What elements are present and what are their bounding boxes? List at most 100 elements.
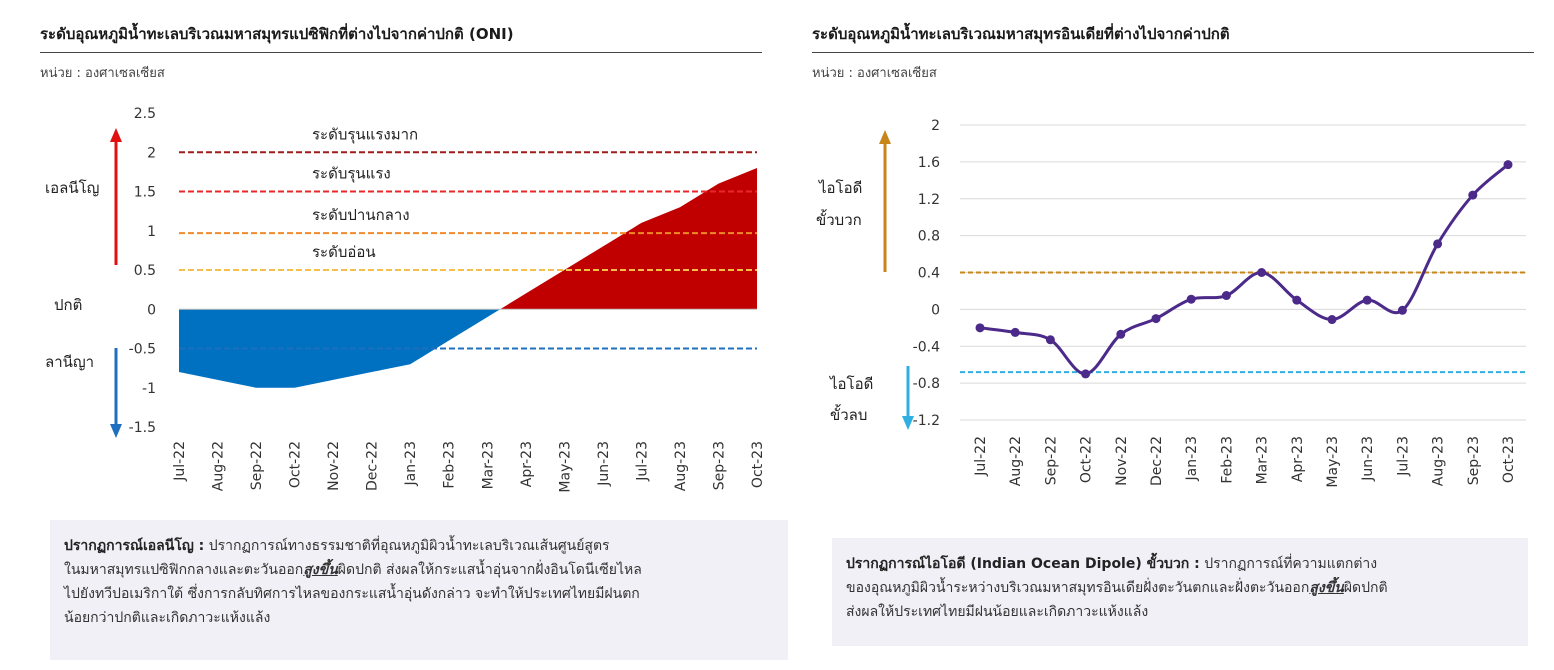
iod-data-point bbox=[975, 323, 985, 333]
iod-x-tick-label: Nov-22 bbox=[1114, 436, 1130, 486]
iod-unit: หน่วย : องศาเซลเซียส bbox=[812, 66, 937, 81]
iod-x-tick-label: Dec-22 bbox=[1149, 436, 1165, 486]
iod-data-point bbox=[1045, 335, 1055, 345]
oni-x-tick-label: Jul-23 bbox=[634, 441, 650, 482]
oni-y-tick-label: -0.5 bbox=[129, 342, 156, 358]
oni-positive-area bbox=[500, 167, 757, 310]
iod-box-heading: ปรากฏการณ์ไอโอดี (Indian Ocean Dipole) ข… bbox=[846, 556, 1200, 572]
iod-data-point bbox=[1257, 268, 1267, 277]
iod-x-tick-label: Jun-23 bbox=[1360, 436, 1376, 482]
oni-x-tick-label: Nov-22 bbox=[326, 441, 342, 491]
iod-y-tick-label: 2 bbox=[931, 118, 940, 134]
iod-y-tick-label: 1.6 bbox=[918, 155, 940, 171]
oni-x-tick-label: Jul-22 bbox=[172, 441, 188, 482]
iod-x-tick-label: Aug-23 bbox=[1431, 436, 1447, 486]
iod-x-tick-label: Sep-22 bbox=[1043, 436, 1059, 485]
iod-x-tick-label: Jul-23 bbox=[1395, 436, 1411, 477]
oni-x-tick-label: Aug-23 bbox=[673, 441, 689, 491]
el-nino-box-line4: น้อยกว่าปกติและเกิดภาวะแห้งแล้ง bbox=[64, 610, 271, 626]
el-nino-box-highlight: สูงขึ้น bbox=[303, 562, 338, 578]
el-nino-box-line1: ปรากฏการณ์ทางธรรมชาติที่อุณหภูมิผิวน้ำทะ… bbox=[204, 538, 610, 554]
oni-up-arrow-head bbox=[110, 128, 122, 142]
iod-y-tick-label: 0.4 bbox=[918, 266, 940, 282]
oni-y-tick-label: 2.5 bbox=[134, 106, 156, 122]
iod-y-tick-label: -0.8 bbox=[913, 376, 940, 392]
iod-title-rule bbox=[812, 52, 1534, 53]
oni-x-tick-label: Dec-22 bbox=[365, 441, 381, 491]
iod-x-tick-label: Aug-22 bbox=[1008, 436, 1024, 486]
iod-x-tick-label: Jan-23 bbox=[1184, 436, 1200, 481]
oni-x-tick-label: Jun-23 bbox=[596, 441, 612, 487]
iod-up-arrow-head bbox=[879, 130, 891, 144]
iod-data-point bbox=[1292, 295, 1302, 305]
oni-negative-area bbox=[179, 309, 501, 388]
el-nino-info-box: ปรากฏการณ์เอลนีโญ : ปรากฏการณ์ทางธรรมชาต… bbox=[50, 520, 788, 660]
oni-level-label: ระดับรุนแรงมาก bbox=[312, 125, 418, 144]
iod-positive-label-line1: ไอโอดี bbox=[818, 179, 862, 197]
oni-level-label: ระดับปานกลาง bbox=[312, 206, 410, 224]
el-nino-box-line2-post: ผิดปกติ ส่งผลให้กระแสน้ำอุ่นจากฝั่งอินโด… bbox=[337, 562, 642, 578]
iod-data-point bbox=[1010, 327, 1020, 337]
iod-data-point bbox=[1116, 329, 1126, 339]
oni-la-nina-label: ลานีญา bbox=[45, 353, 94, 371]
el-nino-box-line2-pre: ในมหาสมุทรแปซิฟิกกลางและตะวันออก bbox=[64, 562, 304, 578]
iod-y-tick-label: -0.4 bbox=[913, 339, 940, 355]
iod-negative-label-line1: ไอโอดี bbox=[829, 375, 873, 393]
oni-y-tick-label: 0 bbox=[147, 302, 156, 318]
oni-x-tick-label: Jan-23 bbox=[403, 441, 419, 486]
oni-title-rule bbox=[40, 52, 762, 53]
oni-x-tick-label: Sep-23 bbox=[711, 441, 727, 490]
iod-data-point bbox=[1186, 294, 1196, 304]
oni-y-tick-label: 2 bbox=[147, 145, 156, 161]
iod-x-tick-label: Mar-23 bbox=[1255, 436, 1271, 484]
oni-x-tick-label: Oct-22 bbox=[288, 441, 304, 488]
iod-chart: 2 1.6 1.2 0.8 0.4 0 -0.4 -0.8 -1.2 Jul-22 Aug-22 Se… bbox=[816, 118, 1526, 488]
iod-series-line bbox=[979, 163, 1509, 376]
oni-y-tick-label: 1 bbox=[147, 224, 156, 240]
el-nino-box-heading: ปรากฏการณ์เอลนีโญ : bbox=[64, 538, 205, 554]
oni-title: ระดับอุณหภูมิน้ำทะเลบริเวณมหาสมุทรแปซิฟิ… bbox=[40, 25, 514, 43]
oni-y-tick-label: 0.5 bbox=[134, 263, 156, 279]
iod-box-line2-post: ผิดปกติ bbox=[1343, 580, 1388, 596]
iod-negative-label-line2: ขั้วลบ bbox=[830, 404, 867, 424]
iod-data-point bbox=[1503, 160, 1513, 170]
iod-box-highlight: สูงขึ้น bbox=[1309, 580, 1344, 596]
iod-x-tick-label: Feb-23 bbox=[1219, 436, 1235, 484]
iod-x-tick-label: Jul-22 bbox=[973, 436, 989, 477]
iod-data-point bbox=[1433, 239, 1443, 249]
oni-x-tick-label: Mar-23 bbox=[480, 441, 496, 489]
oni-x-tick-label: Aug-22 bbox=[211, 441, 227, 491]
oni-normal-label: ปกติ bbox=[54, 296, 82, 314]
iod-y-tick-label: -1.2 bbox=[913, 413, 940, 429]
oni-x-tick-label: Apr-23 bbox=[519, 441, 535, 487]
oni-x-tick-label: May-23 bbox=[557, 441, 573, 493]
oni-unit: หน่วย : องศาเซลเซียส bbox=[40, 66, 165, 81]
oni-y-tick-label: -1 bbox=[142, 381, 156, 397]
oni-down-arrow-head bbox=[110, 424, 122, 438]
iod-data-point bbox=[1327, 315, 1337, 325]
iod-x-tick-label: Apr-23 bbox=[1290, 436, 1306, 482]
iod-info-box: ปรากฏการณ์ไอโอดี (Indian Ocean Dipole) ข… bbox=[832, 538, 1528, 646]
iod-x-tick-label: Oct-22 bbox=[1079, 436, 1095, 483]
iod-positive-label-line2: ขั้วบวก bbox=[816, 209, 862, 229]
iod-y-tick-label: 1.2 bbox=[918, 192, 940, 208]
iod-x-tick-label: Sep-23 bbox=[1466, 436, 1482, 485]
iod-panel: ระดับอุณหภูมิน้ำทะเลบริเวณมหาสมุทรอินเดี… bbox=[812, 0, 1534, 670]
iod-y-tick-label: 0.8 bbox=[918, 229, 940, 245]
iod-data-point bbox=[1221, 291, 1231, 301]
oni-level-label: ระดับรุนแรง bbox=[312, 165, 391, 184]
iod-data-point bbox=[1081, 369, 1091, 379]
el-nino-box-line3: ไปยังทวีปอเมริกาใต้ ซึ่งการกลับทิศการไหล… bbox=[64, 586, 640, 602]
iod-box-line2-pre: ของอุณหภูมิผิวน้ำระหว่างบริเวณมหาสมุทรอิ… bbox=[846, 580, 1310, 596]
iod-data-point bbox=[1397, 305, 1407, 315]
iod-data-point bbox=[1362, 295, 1372, 305]
oni-y-tick-label: -1.5 bbox=[129, 420, 156, 436]
iod-title: ระดับอุณหภูมิน้ำทะเลบริเวณมหาสมุทรอินเดี… bbox=[812, 25, 1230, 43]
oni-x-tick-label: Oct-23 bbox=[750, 441, 766, 488]
iod-y-tick-label: 0 bbox=[931, 302, 940, 318]
oni-x-tick-label: Feb-23 bbox=[442, 441, 458, 489]
iod-data-point bbox=[1151, 314, 1161, 324]
iod-down-arrow-head bbox=[902, 416, 914, 430]
iod-data-point bbox=[1468, 190, 1478, 200]
iod-box-line1: ปรากฏการณ์ที่ความแตกต่าง bbox=[1199, 556, 1378, 572]
